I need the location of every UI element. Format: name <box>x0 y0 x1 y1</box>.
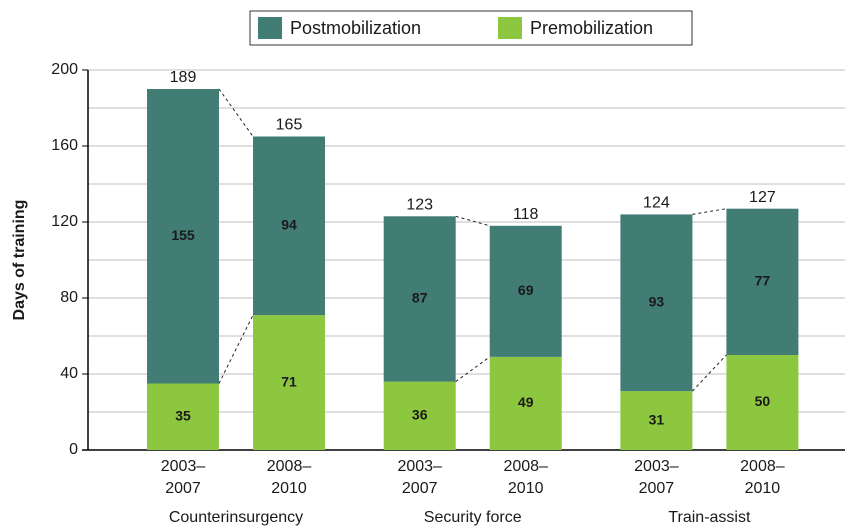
total-label: 124 <box>643 195 670 212</box>
x-tick-label: 2008– <box>503 458 548 475</box>
connector <box>455 215 490 227</box>
bar-segment <box>620 391 693 450</box>
bar-segment <box>383 216 456 382</box>
legend-swatch <box>258 17 282 39</box>
total-label: 118 <box>513 206 539 223</box>
bar-segment <box>147 89 219 384</box>
value-label: 71 <box>281 373 297 389</box>
group-label: Security force <box>424 509 522 526</box>
group-label: Counterinsurgency <box>169 509 303 526</box>
x-tick-label: 2008– <box>267 458 312 475</box>
value-label: 50 <box>755 393 771 409</box>
y-tick-label: 120 <box>51 213 78 230</box>
value-label: 93 <box>649 293 665 309</box>
y-tick-label: 80 <box>60 289 78 306</box>
value-label: 94 <box>281 217 297 233</box>
total-label: 189 <box>170 69 197 86</box>
value-label: 36 <box>412 407 428 423</box>
legend-swatch <box>498 17 522 39</box>
total-label: 165 <box>276 117 303 134</box>
bar-segment <box>489 356 562 450</box>
connector <box>692 208 727 215</box>
x-tick-label: 2003– <box>634 458 679 475</box>
bar-segment <box>620 214 693 392</box>
group-label: Train-assist <box>668 509 751 526</box>
x-tick-label: 2010 <box>745 480 781 497</box>
x-tick-label: 2003– <box>161 458 206 475</box>
x-tick-label: 2007 <box>639 480 675 497</box>
x-tick-label: 2010 <box>508 480 544 497</box>
connector <box>218 314 254 384</box>
y-tick-label: 0 <box>69 441 78 458</box>
y-tick-label: 40 <box>60 365 78 382</box>
bar-segment <box>726 208 799 355</box>
bar-segment <box>147 383 219 450</box>
value-label: 77 <box>755 273 771 289</box>
x-tick-label: 2007 <box>165 480 201 497</box>
value-label: 69 <box>518 282 534 298</box>
value-label: 87 <box>412 290 428 306</box>
connector <box>455 356 490 383</box>
y-tick-label: 160 <box>51 137 78 154</box>
bar-segment <box>253 315 325 450</box>
x-tick-label: 2010 <box>271 480 307 497</box>
bar-segment <box>726 355 799 450</box>
connector <box>692 354 727 392</box>
y-tick-label: 200 <box>51 61 78 78</box>
total-label: 123 <box>406 197 433 214</box>
total-label: 127 <box>749 189 776 206</box>
x-tick-label: 2003– <box>397 458 442 475</box>
y-axis-title: Days of training <box>11 200 28 321</box>
value-label: 35 <box>175 407 191 423</box>
x-tick-label: 2008– <box>740 458 785 475</box>
value-label: 155 <box>171 227 195 243</box>
value-label: 49 <box>518 394 534 410</box>
legend-label: Postmobilization <box>290 18 421 38</box>
value-label: 31 <box>649 411 665 427</box>
bar-segment <box>489 225 562 357</box>
legend-box <box>249 10 693 46</box>
x-tick-label: 2007 <box>402 480 438 497</box>
bar-segment <box>253 136 325 316</box>
bar-segment <box>383 381 456 450</box>
connector <box>218 88 254 137</box>
legend-label: Premobilization <box>530 18 653 38</box>
